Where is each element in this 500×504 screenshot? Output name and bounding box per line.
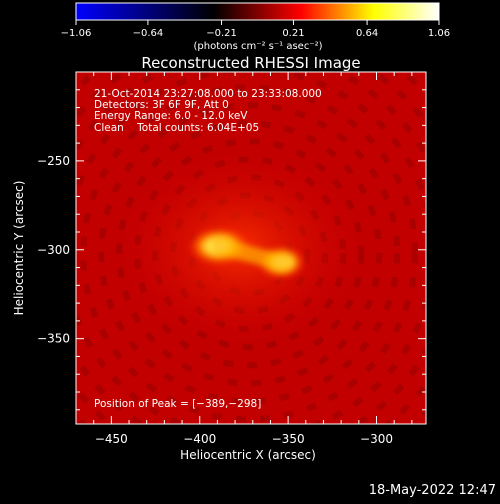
x-tick-label: −300	[360, 432, 393, 446]
x-tick-label: −450	[95, 432, 128, 446]
ring-artifact	[134, 138, 365, 369]
colorbar-tick-label: −0.21	[206, 28, 237, 39]
colorbar-tick-label: 0.21	[282, 28, 304, 39]
source-bridge	[211, 238, 290, 271]
emission-sources	[187, 226, 307, 280]
y-axis-label: Heliocentric Y (arcsec)	[12, 181, 26, 316]
plot-frame	[75, 71, 427, 425]
footer-timestamp: 18-May-2022 12:47	[369, 483, 496, 498]
y-tick-label: −300	[37, 243, 70, 257]
ring-artifact	[116, 120, 383, 387]
ring-artifact	[98, 102, 401, 405]
colorbar-ticks: −1.06 −0.64 −0.21 0.21 0.64 1.06	[61, 20, 450, 39]
y-tick-label: −350	[37, 332, 70, 346]
y-tick-label: −250	[37, 154, 70, 168]
colorbar-tick-label: −1.06	[61, 28, 92, 39]
annotation-detectors: Detectors: 3F 6F 9F, Att 0	[94, 99, 229, 111]
colorbar-unit-label: (photons cm⁻² s⁻¹ asec⁻²)	[193, 41, 322, 52]
axis-ticks	[76, 72, 426, 424]
chart-title: Reconstructed RHESSI Image	[141, 54, 360, 72]
axis-tick-labels: −450 −400 −350 −300 −250 −300 −350	[37, 154, 393, 446]
x-tick-label: −400	[183, 432, 216, 446]
annotation-clean: Clean Total counts: 6.04E+05	[94, 122, 259, 134]
peak-position-label: Position of Peak = [−389,−298]	[94, 398, 261, 410]
colorbar-tick-label: 1.06	[428, 28, 450, 39]
colorbar-bar	[76, 3, 439, 20]
colorbar-frame	[75, 2, 440, 21]
ring-artifact	[80, 84, 419, 423]
x-tick-label: −350	[272, 432, 305, 446]
annotation-time: 21-Oct-2014 23:27:08.000 to 23:33:08.000	[94, 88, 322, 100]
annotation-energy: Energy Range: 6.0 - 12.0 keV	[94, 110, 248, 122]
colorbar: −1.06 −0.64 −0.21 0.21 0.64 1.06 (photons cm⁻…	[61, 2, 450, 52]
colorbar-tick-label: −0.64	[133, 28, 164, 39]
colorbar-tick-label: 0.64	[356, 28, 378, 39]
x-axis-label: Heliocentric X (arcsec)	[180, 448, 316, 462]
annotation-block: 21-Oct-2014 23:27:08.000 to 23:33:08.000…	[94, 88, 322, 134]
